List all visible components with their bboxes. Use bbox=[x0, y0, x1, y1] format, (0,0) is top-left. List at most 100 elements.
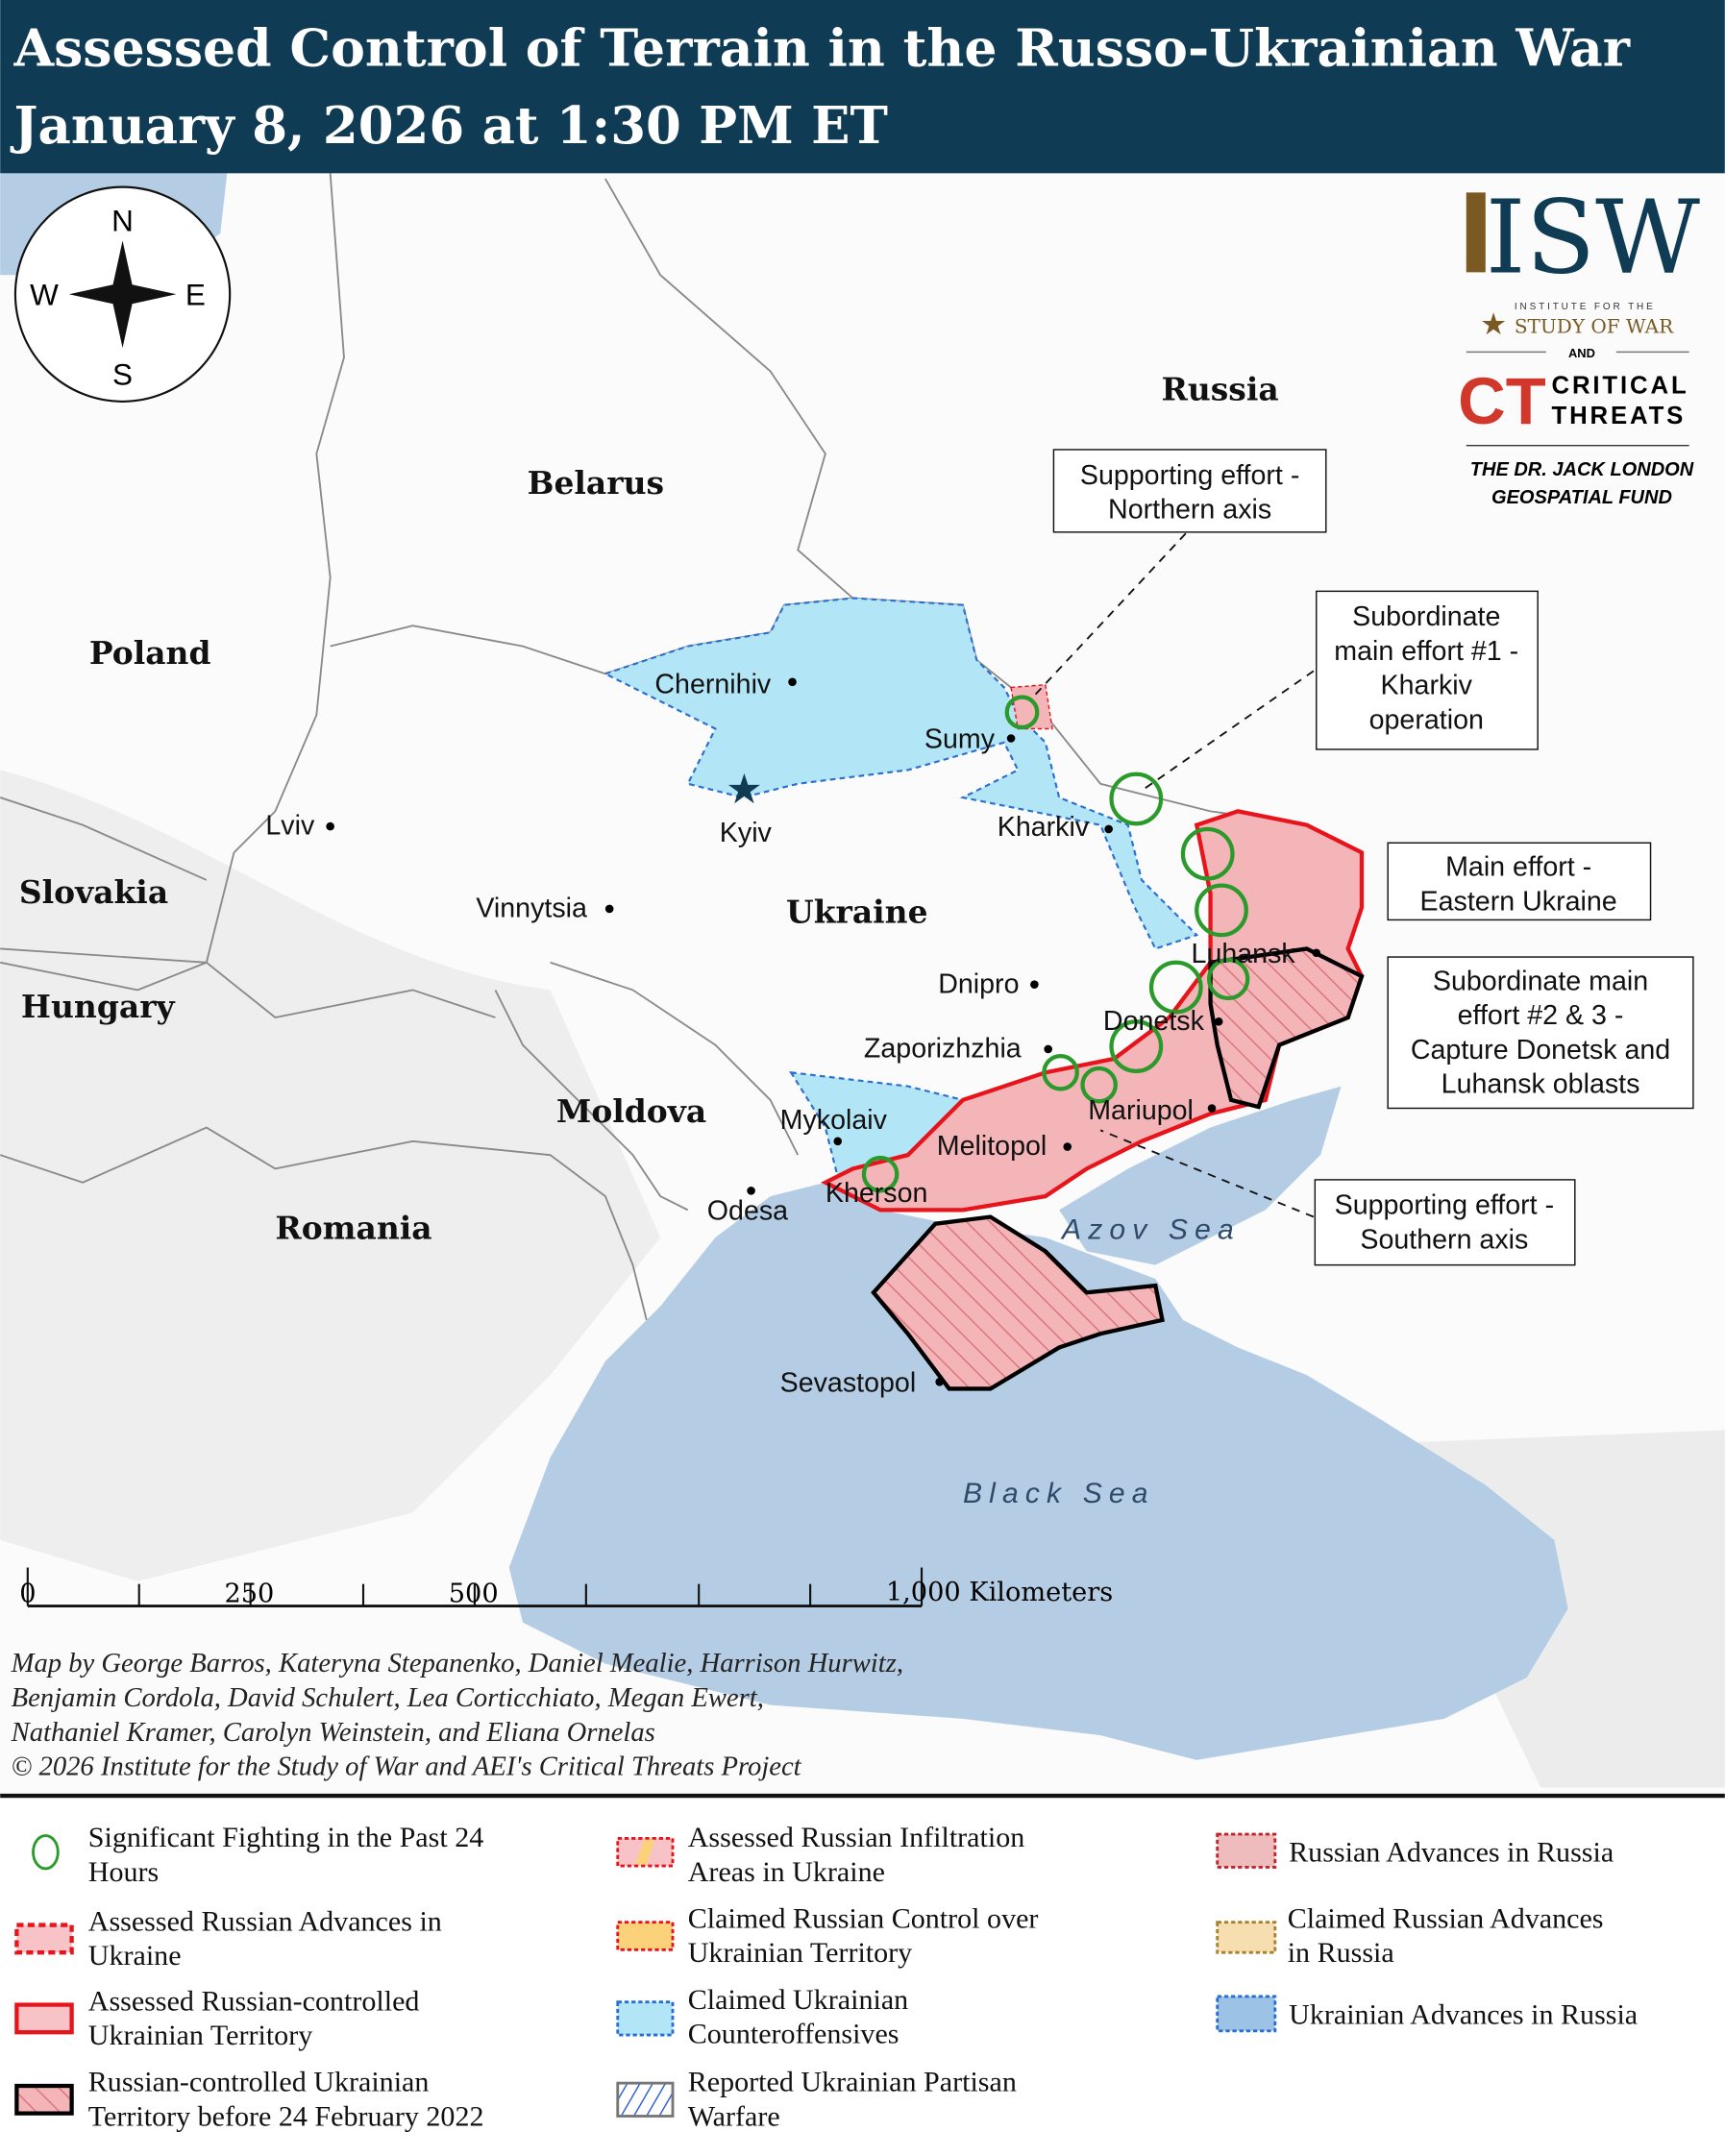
label-azov-sea: Azov Sea bbox=[1060, 1213, 1241, 1245]
callout-text: Subordinate bbox=[1352, 601, 1500, 632]
compass-north: N bbox=[111, 204, 134, 237]
swatch-icon bbox=[616, 1921, 675, 1951]
callout-text: Kharkiv bbox=[1381, 671, 1473, 701]
legend-text: Assessed Russian-controlled bbox=[88, 1984, 420, 2017]
legend-text: Warfare bbox=[688, 2100, 780, 2133]
legend-text: Russian Advances in Russia bbox=[1289, 1836, 1614, 1869]
callout-text: Capture Donetsk and bbox=[1411, 1035, 1670, 1066]
fund-line1: THE DR. JACK LONDON bbox=[1470, 459, 1694, 480]
credit-line: Benjamin Cordola, David Schulert, Lea Co… bbox=[12, 1682, 764, 1713]
label-black-sea: Black Sea bbox=[963, 1478, 1155, 1509]
legend-text: Ukrainian Territory bbox=[688, 1936, 912, 1969]
callout-donetsk-luhansk: Subordinate main effort #2 & 3 - Capture… bbox=[1387, 956, 1694, 1110]
legend-item-significant-fighting: Significant Fighting in the Past 24 Hour… bbox=[32, 1821, 483, 1888]
callout-text: Luhansk oblasts bbox=[1442, 1069, 1640, 1100]
swatch-icon bbox=[616, 2081, 675, 2118]
russian-controlled-territory bbox=[821, 809, 1365, 1213]
compass-east: E bbox=[185, 279, 206, 312]
azov-sea bbox=[1059, 1086, 1342, 1265]
black-sea bbox=[508, 1182, 1568, 1760]
fighting-circle bbox=[1109, 1019, 1164, 1073]
scale-bar: 0 250 500 1,000 Kilometers bbox=[19, 1567, 1113, 1608]
label-moldova: Moldova bbox=[556, 1092, 706, 1130]
swatch-icon bbox=[14, 2002, 74, 2035]
map-credits: Map by George Barros, Kateryna Stepanenk… bbox=[11, 1648, 903, 1781]
callout-kharkiv-operation: Subordinate main effort #1 - Kharkiv ope… bbox=[1316, 590, 1539, 750]
label-ukraine: Ukraine bbox=[786, 893, 928, 930]
scale-tick: 1,000 Kilometers bbox=[886, 1578, 1113, 1607]
swatch-icon bbox=[616, 2000, 675, 2037]
city-zaporizhzhia: Zaporizhzhia bbox=[864, 1034, 1022, 1065]
city-kyiv: Kyiv bbox=[720, 818, 773, 848]
callout-text: Subordinate main bbox=[1433, 966, 1648, 996]
fighting-circle bbox=[1195, 883, 1248, 938]
fighting-circle bbox=[1109, 772, 1164, 826]
crimea-pre-2022-occupied bbox=[871, 1214, 1166, 1391]
legend-item-russian-controlled: Assessed Russian-controlled Ukrainian Te… bbox=[14, 1984, 420, 2051]
country-labels: Russia Belarus Poland Slovakia Hungary U… bbox=[19, 370, 1279, 1246]
city-melitopol: Melitopol bbox=[937, 1131, 1047, 1162]
label-hungary: Hungary bbox=[21, 988, 176, 1025]
legend-item-claimed-russian-advances-russia: Claimed Russian Advances in Russia bbox=[1216, 1901, 1604, 1969]
legend-item-pre-2022: Russian-controlled Ukrainian Territory b… bbox=[14, 2066, 484, 2133]
legend-text: Assessed Russian Advances in bbox=[88, 1904, 442, 1937]
city-kharkiv: Kharkiv bbox=[998, 812, 1090, 843]
city-mariupol: Mariupol bbox=[1088, 1095, 1194, 1126]
city-odesa: Odesa bbox=[707, 1195, 788, 1226]
city-mykolaiv: Mykolaiv bbox=[780, 1105, 888, 1136]
page-date: January 8, 2026 at 1:30 PM ET bbox=[10, 96, 887, 156]
legend-text: Territory before 24 February 2022 bbox=[88, 2100, 484, 2133]
legend-text: Ukrainian Territory bbox=[88, 2019, 312, 2051]
legend-item-claimed-ukrainian: Claimed Ukrainian Counteroffensives bbox=[616, 1983, 908, 2050]
city-chernihiv: Chernihiv bbox=[654, 669, 772, 699]
city-donetsk: Donetsk bbox=[1103, 1006, 1205, 1037]
city-luhansk: Luhansk bbox=[1192, 939, 1296, 969]
callout-northern-axis: Supporting effort - Northern axis bbox=[1052, 449, 1327, 533]
fighting-circle bbox=[1004, 695, 1040, 730]
city-kherson: Kherson bbox=[826, 1178, 928, 1209]
city-dnipro: Dnipro bbox=[938, 968, 1019, 999]
legend-item-ukrainian-advances-russia: Ukrainian Advances in Russia bbox=[1216, 1995, 1638, 2033]
legend-text: Claimed Russian Control over bbox=[688, 1901, 1039, 1934]
callout-eastern-ukraine: Main effort - Eastern Ukraine bbox=[1387, 842, 1652, 921]
legend-text: Russian-controlled Ukrainian bbox=[88, 2066, 430, 2098]
isw-wordmark: ISW bbox=[1486, 178, 1700, 296]
legend-item-claimed-russian-control: Claimed Russian Control over Ukrainian T… bbox=[616, 1901, 1039, 1969]
callout-southern-axis: Supporting effort - Southern axis bbox=[1314, 1179, 1576, 1266]
label-poland: Poland bbox=[89, 634, 211, 672]
legend-item-russian-advances-russia: Russian Advances in Russia bbox=[1216, 1832, 1614, 1869]
legend-item-russian-advances-ukraine: Assessed Russian Advances in Ukraine bbox=[14, 1904, 442, 1972]
green-circle-icon bbox=[32, 1834, 60, 1871]
fighting-circle bbox=[1180, 826, 1235, 881]
legend-text: Counteroffensives bbox=[688, 2018, 899, 2050]
legend-item-infiltration: Assessed Russian Infiltration Areas in U… bbox=[616, 1821, 1024, 1888]
city-labels: Chernihiv Sumy ★ Kyiv Kharkiv Lviv Vinny… bbox=[265, 669, 1321, 1398]
city-sumy: Sumy bbox=[924, 724, 996, 755]
fighting-circle bbox=[1042, 1053, 1079, 1091]
callout-text: Eastern Ukraine bbox=[1420, 886, 1617, 917]
fighting-circle bbox=[1148, 960, 1203, 1015]
header-bar bbox=[0, 0, 1725, 174]
legend-text: Claimed Ukrainian bbox=[688, 1983, 908, 2016]
ct-mark: CT bbox=[1458, 364, 1546, 438]
swatch-icon bbox=[1216, 1832, 1277, 1869]
compass-star-icon bbox=[68, 240, 177, 349]
callout-text: Supporting effort - bbox=[1080, 460, 1299, 491]
pre-2022-occupied-donbas bbox=[1208, 946, 1365, 1110]
callout-text: Main effort - bbox=[1445, 852, 1591, 883]
ct-line2: THREATS bbox=[1551, 403, 1686, 429]
label-russia: Russia bbox=[1162, 370, 1279, 407]
callout-text: Supporting effort - bbox=[1335, 1190, 1554, 1221]
callout-text: effort #2 & 3 - bbox=[1458, 1000, 1624, 1031]
ct-line1: CRITICAL bbox=[1551, 372, 1688, 399]
city-vinnytsia: Vinnytsia bbox=[476, 894, 587, 924]
legend-text: Areas in Ukraine bbox=[688, 1855, 885, 1888]
fighting-circle bbox=[1080, 1066, 1118, 1104]
label-slovakia: Slovakia bbox=[19, 873, 168, 911]
legend-panel bbox=[0, 1794, 1725, 2156]
terrain-relief bbox=[0, 770, 661, 1581]
legend-text: Ukraine bbox=[88, 1939, 182, 1972]
callout-text: Northern axis bbox=[1108, 495, 1271, 526]
scale-tick: 500 bbox=[449, 1579, 499, 1608]
